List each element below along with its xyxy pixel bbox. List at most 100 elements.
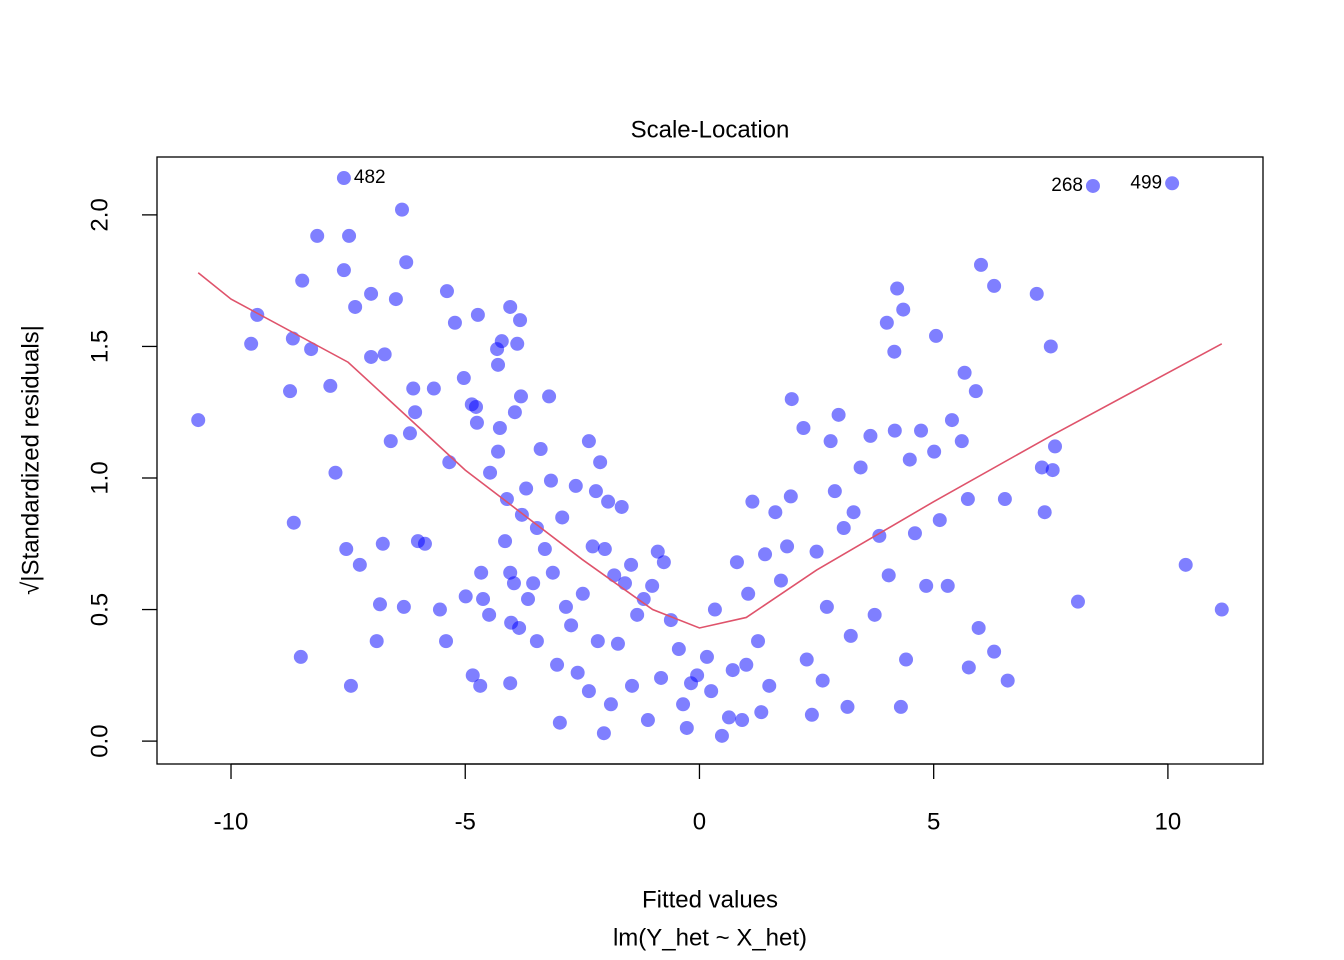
point [914,423,929,438]
point [542,389,557,404]
point [545,565,560,580]
point-label: 268 [1051,175,1083,196]
point [762,678,777,693]
point [893,699,908,714]
point [645,578,660,593]
point [399,255,414,270]
point [927,444,942,459]
point [474,565,489,580]
point [1178,557,1193,572]
point [570,665,585,680]
point [879,315,894,330]
point [735,713,750,728]
point [465,668,480,683]
point [840,699,855,714]
y-tick-label: 1.0 [86,461,113,494]
x-axis-label: Fitted values [642,886,778,913]
point [447,315,462,330]
point [796,421,811,436]
point [815,673,830,688]
point [1085,178,1100,193]
chart-title: Scale-Location [631,116,790,143]
point [1029,286,1044,301]
point [1070,594,1085,609]
point [987,644,1002,659]
point [863,428,878,443]
x-tick-label: 0 [693,808,706,835]
point [543,473,558,488]
point [348,299,363,314]
point [783,489,798,504]
point [491,444,506,459]
point [707,602,722,617]
point [872,528,887,543]
point [739,657,754,672]
point [853,460,868,475]
point [372,597,387,612]
x-tick-label: -10 [214,808,249,835]
point [919,578,934,593]
point [575,586,590,601]
point [492,421,507,436]
point [809,544,824,559]
point-label: 482 [354,167,386,188]
subtitle: lm(Y_het ~ X_het) [613,924,807,951]
point [513,389,528,404]
point [336,263,351,278]
y-tick-label: 1.5 [86,330,113,363]
point [564,618,579,633]
point [285,331,300,346]
y-tick-label: 0.5 [86,593,113,626]
point [590,634,605,649]
point [827,484,842,499]
point [630,607,645,622]
y-tick-label: 0.0 [86,724,113,757]
point [417,536,432,551]
point [987,278,1002,293]
y-tick-label: 2.0 [86,198,113,231]
point [836,520,851,535]
point [843,628,858,643]
point [773,573,788,588]
point [823,434,838,449]
point [483,465,498,480]
point [364,286,379,301]
point [690,668,705,683]
point [498,534,513,549]
point [960,492,975,507]
point [482,607,497,622]
point [383,434,398,449]
point [754,705,769,720]
point [426,381,441,396]
point [846,505,861,520]
point [650,544,665,559]
point [699,649,714,664]
point [507,405,522,420]
point [831,407,846,422]
point [929,328,944,343]
point [725,663,740,678]
point [758,547,773,562]
point [512,620,527,635]
point [940,578,955,593]
point [640,713,655,728]
point [867,607,882,622]
point [494,334,509,349]
point [714,728,729,743]
point [704,684,719,699]
x-tick-label: 5 [927,808,940,835]
point [907,526,922,541]
point [394,202,409,217]
point [1000,673,1015,688]
point [491,357,506,372]
point [439,284,454,299]
point [1165,176,1180,191]
point [295,273,310,288]
point [369,634,384,649]
point [286,515,301,530]
point [997,492,1012,507]
point [617,576,632,591]
point [244,336,259,351]
